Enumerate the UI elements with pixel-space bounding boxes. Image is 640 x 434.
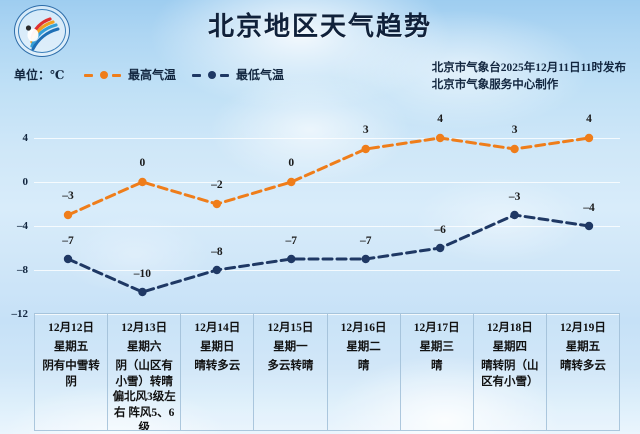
forecast-column-5: 12月16日 星期二晴 bbox=[328, 314, 401, 430]
forecast-column-3: 12月14日 星期日晴转多云 bbox=[181, 314, 255, 430]
forecast-sky-condition: 晴转多云 bbox=[559, 360, 606, 373]
data-point-marker bbox=[584, 133, 594, 143]
forecast-column-7: 12月18日 星期四晴转阴（山区有小雪） bbox=[474, 314, 547, 430]
temperature-chart: 4 0 –4 –8 –12 –3 0 –2 0 3 4 3 4 –7 –10 –8 –7 –7 –6 –3 –4 bbox=[0, 104, 640, 320]
data-point-label: 3 bbox=[362, 124, 369, 136]
forecast-sky-condition: 晴 bbox=[357, 360, 370, 373]
data-point-marker bbox=[138, 287, 147, 297]
data-point-marker bbox=[212, 199, 222, 209]
forecast-column-1: 12月12日 星期五阴有中雪转阴 bbox=[35, 314, 109, 430]
gridline bbox=[34, 138, 620, 139]
data-point-label: –7 bbox=[285, 235, 298, 247]
gridline bbox=[34, 182, 620, 183]
beijing-meteorological-service-logo-icon bbox=[14, 5, 70, 57]
gridline bbox=[34, 270, 620, 271]
forecast-wind: 偏北风3级左右 阵风5、6级 bbox=[112, 391, 176, 430]
data-point-marker bbox=[63, 254, 73, 264]
forecast-weekday: 星期六 bbox=[126, 340, 162, 353]
data-point-marker bbox=[361, 144, 370, 154]
y-axis-tick-label: –12 bbox=[11, 308, 29, 320]
legend-swatch-low-temp-icon bbox=[192, 70, 232, 80]
publisher-credit: 北京市气象台2025年12月11日11时发布 北京市气象服务中心制作 bbox=[432, 60, 626, 95]
data-point-marker bbox=[510, 210, 519, 220]
forecast-sky-condition: 阴有中雪转阴 bbox=[42, 360, 100, 388]
forecast-sky-condition: 晴转多云 bbox=[194, 360, 241, 373]
forecast-date: 12月17日 bbox=[413, 322, 460, 334]
data-point-label: –6 bbox=[434, 224, 446, 236]
forecast-date: 12月12日 bbox=[48, 322, 95, 334]
data-point-marker bbox=[510, 144, 519, 154]
y-axis-tick-label: 4 bbox=[22, 132, 29, 144]
forecast-date: 12月15日 bbox=[267, 322, 314, 334]
header: 北京地区天气趋势 单位：℃ 最高气温 最低气温 北京 bbox=[0, 0, 640, 104]
page-title: 北京地区天气趋势 bbox=[207, 12, 432, 41]
forecast-weekday: 星期四 bbox=[492, 340, 528, 353]
data-point-label: 0 bbox=[288, 157, 295, 169]
forecast-date: 12月16日 bbox=[340, 322, 387, 334]
data-point-marker bbox=[361, 254, 370, 264]
data-point-marker bbox=[435, 243, 445, 253]
data-point-label: –8 bbox=[211, 246, 223, 258]
data-point-marker bbox=[138, 177, 147, 187]
forecast-column-6: 12月17日 星期三晴 bbox=[401, 314, 474, 430]
gridline bbox=[34, 226, 620, 227]
data-point-label: –7 bbox=[359, 235, 372, 247]
data-point-marker bbox=[212, 265, 222, 275]
y-axis-tick-label: –8 bbox=[17, 264, 28, 276]
forecast-table: 12月12日 星期五 阴有中雪转阴 12月13日 星期六 阴（山区有小雪）转晴 偏北风3级左… bbox=[34, 313, 620, 431]
forecast-weekday: 星期二 bbox=[346, 340, 381, 353]
forecast-date: 12月19日 bbox=[559, 322, 606, 334]
data-point-label: –10 bbox=[133, 268, 152, 280]
y-axis-tick-label: –4 bbox=[17, 220, 28, 232]
series-line-low-temp bbox=[66, 213, 591, 294]
publisher-line-2: 北京市气象服务中心制作 bbox=[431, 79, 559, 92]
legend-label-low-temp: 最低气温 bbox=[236, 68, 285, 82]
forecast-column-2: 12月13日 星期六阴（山区有小雪）转晴偏北风3级左右 阵风5、6级 bbox=[108, 314, 182, 430]
data-point-label: –4 bbox=[583, 202, 595, 214]
forecast-date: 12月13日 bbox=[121, 322, 168, 334]
legend-item-high-temp: 最高气温 bbox=[84, 66, 176, 83]
data-point-label: 0 bbox=[139, 157, 146, 169]
forecast-date: 12月14日 bbox=[194, 322, 241, 334]
legend-item-low-temp: 最低气温 bbox=[192, 66, 284, 83]
forecast-column-8: 12月19日 星期五晴转多云 bbox=[547, 314, 620, 430]
data-point-marker bbox=[63, 210, 73, 220]
legend-label-high-temp: 最高气温 bbox=[128, 68, 177, 82]
series-line-high-temp bbox=[66, 136, 591, 217]
forecast-sky-condition: 晴 bbox=[430, 360, 443, 373]
forecast-weekday: 星期日 bbox=[200, 340, 235, 353]
data-point-marker bbox=[584, 221, 594, 231]
data-point-marker bbox=[435, 133, 445, 143]
data-point-label: 3 bbox=[511, 124, 518, 136]
forecast-weekday: 星期三 bbox=[419, 340, 454, 353]
forecast-weekday: 星期五 bbox=[53, 340, 89, 353]
data-point-marker bbox=[287, 177, 296, 187]
data-point-label: –3 bbox=[62, 190, 74, 202]
publisher-line-1: 北京市气象台2025年12月11日11时发布 bbox=[431, 62, 626, 74]
data-point-marker bbox=[287, 254, 296, 264]
legend: 最高气温 最低气温 bbox=[84, 66, 284, 83]
forecast-sky-condition: 多云转晴 bbox=[267, 360, 314, 373]
data-point-label: –2 bbox=[211, 179, 223, 191]
forecast-weekday: 星期五 bbox=[565, 340, 601, 353]
forecast-column-4: 12月15日 星期一多云转晴 bbox=[254, 314, 328, 430]
data-point-label: –7 bbox=[62, 235, 74, 247]
y-axis-tick-label: 0 bbox=[22, 176, 29, 188]
unit-label: 单位：℃ bbox=[14, 68, 65, 82]
data-point-label: 4 bbox=[586, 113, 592, 125]
series-paths bbox=[63, 133, 594, 297]
forecast-weekday: 星期一 bbox=[273, 340, 308, 353]
data-point-label: 4 bbox=[437, 113, 444, 125]
forecast-sky-condition: 晴转阴（山区有小雪） bbox=[481, 360, 539, 388]
data-point-label: –3 bbox=[508, 191, 521, 203]
legend-swatch-high-temp-icon bbox=[84, 70, 124, 80]
forecast-date: 12月18日 bbox=[486, 322, 533, 334]
forecast-sky-condition: 阴（山区有小雪）转晴 bbox=[115, 360, 173, 388]
